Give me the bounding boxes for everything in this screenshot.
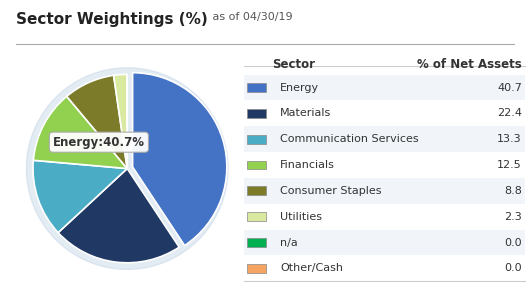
Polygon shape [26,68,228,269]
Wedge shape [67,75,127,169]
Text: Consumer Staples: Consumer Staples [280,186,382,196]
Wedge shape [33,96,127,169]
Bar [244,230,525,256]
Text: Utilities: Utilities [280,212,322,222]
Text: 8.8: 8.8 [504,186,522,196]
Text: as of 04/30/19: as of 04/30/19 [209,12,293,22]
Bar [246,238,266,247]
Bar [246,264,266,273]
Bar [246,186,266,195]
Bar [246,135,266,144]
Bar [246,160,266,169]
Wedge shape [33,160,127,233]
Text: 0.0: 0.0 [504,263,522,273]
Bar [244,126,525,152]
Wedge shape [132,73,227,246]
Wedge shape [58,169,179,263]
Text: Sector Weightings (%): Sector Weightings (%) [16,12,208,27]
Text: n/a: n/a [280,237,298,247]
Text: 13.3: 13.3 [497,134,522,144]
Text: Materials: Materials [280,108,332,118]
Bar [246,83,266,92]
Text: Financials: Financials [280,160,335,170]
Bar [244,178,525,204]
Text: Other/Cash: Other/Cash [280,263,343,273]
Bar [246,109,266,118]
Bar [246,212,266,221]
Wedge shape [113,74,127,169]
Text: 2.3: 2.3 [504,212,522,222]
Text: 40.7: 40.7 [497,82,522,93]
Text: Energy: Energy [280,82,320,93]
Text: 0.0: 0.0 [504,237,522,247]
Bar [244,75,525,101]
Text: Energy:40.7%: Energy:40.7% [53,136,145,149]
Text: Communication Services: Communication Services [280,134,419,144]
Text: 12.5: 12.5 [497,160,522,170]
Text: % of Net Assets: % of Net Assets [417,58,522,71]
Text: Sector: Sector [272,58,315,71]
Text: 22.4: 22.4 [497,108,522,118]
